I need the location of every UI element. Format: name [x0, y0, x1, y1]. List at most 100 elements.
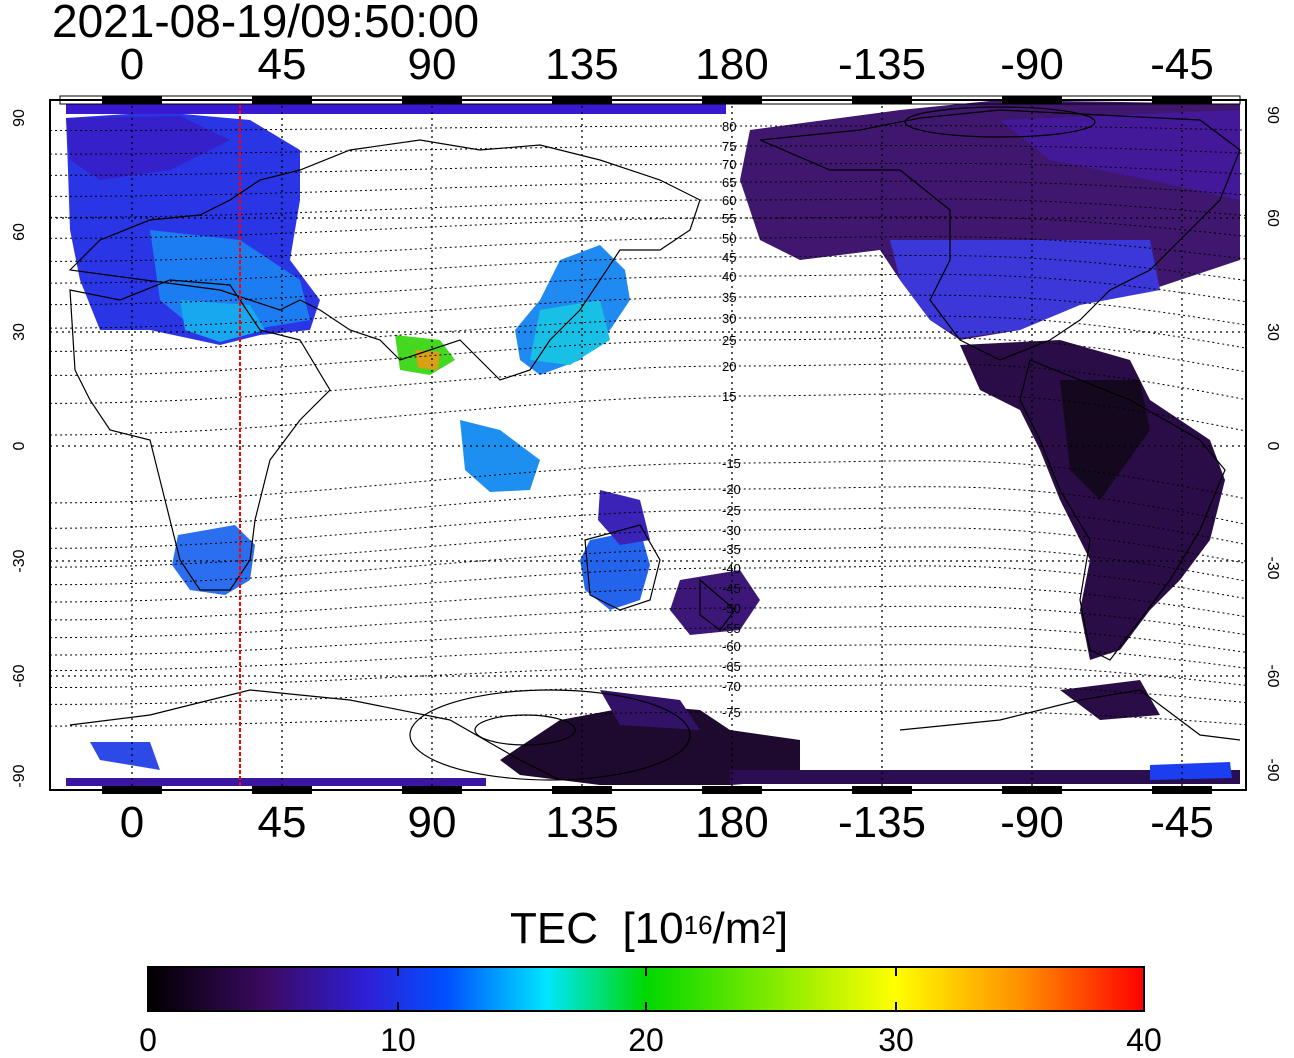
- magnetic-contour: [49, 625, 1247, 656]
- magnetic-latitude-label: -40: [722, 561, 741, 576]
- magnetic-latitude-label: 40: [722, 269, 736, 284]
- magnetic-latitude-label: -65: [722, 659, 741, 674]
- frame-tick-bar: [1002, 96, 1062, 104]
- magnetic-latitude-label: 20: [722, 359, 736, 374]
- magnetic-contour: [49, 363, 1247, 404]
- frame-tick-bar: [402, 786, 462, 794]
- magnetic-latitude-label: 60: [722, 193, 736, 208]
- x-tick-top: -135: [837, 40, 927, 89]
- x-tick-bottom: 135: [545, 798, 619, 847]
- frame-tick-bar: [1152, 786, 1212, 794]
- x-tick-bottom: 180: [695, 798, 769, 847]
- x-tick-top: -45: [1150, 40, 1214, 89]
- colorbar-title: TEC [1016/m2]: [510, 904, 788, 954]
- y-tick-left: 30: [11, 323, 28, 341]
- magnetic-contour: [49, 486, 1247, 529]
- x-tick-bottom: -45: [1150, 798, 1214, 847]
- x-tick-top: 90: [407, 40, 457, 89]
- magnetic-latitude-label: 15: [722, 389, 736, 404]
- magnetic-latitude-label: -60: [722, 639, 741, 654]
- magnetic-latitude-label: -15: [722, 456, 741, 471]
- frame-tick-bar: [102, 786, 162, 794]
- colorbar-tick-label: 40: [1126, 1022, 1162, 1058]
- magnetic-contour: [49, 664, 1247, 689]
- magnetic-latitude-label: 55: [722, 211, 736, 226]
- tec-data-patches: [66, 100, 1240, 786]
- magnetic-latitude-label: -75: [722, 705, 741, 720]
- y-tick-right: -60: [1264, 664, 1281, 688]
- x-tick-bottom: -135: [837, 798, 927, 847]
- magnetic-contour: [49, 527, 1247, 568]
- x-tick-top: 135: [545, 40, 619, 89]
- magnetic-latitude-label: 30: [722, 311, 736, 326]
- y-tick-right: -30: [1264, 556, 1281, 580]
- y-tick-right: -90: [1264, 758, 1281, 782]
- magnetic-latitude-label: -70: [722, 679, 741, 694]
- map-frame: [49, 99, 1247, 791]
- y-tick-right: 30: [1264, 323, 1281, 341]
- x-tick-top: -90: [1000, 40, 1064, 89]
- frame-tick-bar: [102, 96, 162, 104]
- magnetic-latitude-label: -30: [722, 523, 741, 538]
- y-tick-left: 0: [11, 441, 28, 451]
- magnetic-latitude-label: 70: [722, 157, 736, 172]
- magnetic-contour: [49, 315, 1247, 352]
- magnetic-latitude-label: 80: [722, 119, 736, 134]
- y-tick-left: -90: [11, 764, 28, 788]
- magnetic-contour: [49, 507, 1247, 549]
- x-tick-top: 45: [257, 40, 307, 89]
- x-tick-bottom: 0: [119, 798, 145, 847]
- magnetic-contour: [49, 546, 1247, 586]
- y-tick-left: 90: [11, 109, 28, 127]
- magnetic-contour: [49, 460, 1247, 504]
- colorbar-tick-label: 20: [628, 1022, 664, 1058]
- y-tick-left: 60: [11, 223, 28, 241]
- colorbar-unit-suffix: ]: [775, 904, 789, 953]
- frame-tick-bar: [402, 96, 462, 104]
- y-tick-right: 60: [1264, 209, 1281, 227]
- frame-tick-bar: [252, 786, 312, 794]
- colorbar-ticks: [397, 967, 897, 1011]
- frame-tick-bar: [702, 96, 762, 104]
- magnetic-latitude-label: -35: [722, 542, 741, 557]
- x-tick-bottom: 90: [407, 798, 457, 847]
- magnetic-latitude-label: 50: [722, 231, 736, 246]
- x-tick-top: 180: [695, 40, 769, 89]
- frame-tick-bar: [552, 786, 612, 794]
- colorbar-tick-label: 10: [380, 1022, 416, 1058]
- magnetic-latitude-label: -55: [722, 621, 741, 636]
- magnetic-latitude-labels: 80 75 70 65 60 55 50 45 40 35 30 25 20 15 -15 -20 -25 -30…: [722, 119, 741, 720]
- timestamp-title: 2021-08-19/09:50:00: [52, 0, 480, 47]
- magnetic-latitude-label: 25: [722, 333, 736, 348]
- magnetic-latitude-label: 65: [722, 175, 736, 190]
- magnetic-latitude-label: 35: [722, 290, 736, 305]
- x-tick-bottom: 45: [257, 798, 307, 847]
- magnetic-contour: [49, 644, 1247, 672]
- frame-tick-bar: [1152, 96, 1212, 104]
- x-tick-top: 0: [119, 40, 145, 89]
- colorbar-unit-mid: /m: [712, 904, 762, 953]
- map-grid: [50, 100, 1246, 790]
- magnetic-latitude-label: 75: [722, 139, 736, 154]
- x-tick-bottom: -90: [1000, 798, 1064, 847]
- frame-tick-bar: [702, 786, 762, 794]
- y-tick-left: -60: [11, 664, 28, 688]
- colorbar-tick-label: 30: [878, 1022, 914, 1058]
- magnetic-contour: [49, 393, 1247, 436]
- magnetic-latitude-label: -50: [722, 601, 741, 616]
- frame-tick-bar: [552, 96, 612, 104]
- magnetic-latitude-label: -25: [722, 503, 741, 518]
- frame-tick-bar: [1002, 786, 1062, 794]
- y-tick-right: 0: [1264, 441, 1281, 451]
- frame-tick-bar: [852, 96, 912, 104]
- frame-tick-bar: [852, 786, 912, 794]
- magnetic-latitude-label: 45: [722, 250, 736, 265]
- magnetic-contour: [49, 565, 1247, 603]
- colorbar-unit-exp2: 2: [761, 910, 776, 940]
- y-tick-left: -30: [11, 549, 28, 573]
- magnetic-latitude-label: -45: [722, 581, 741, 596]
- coastlines: [68, 106, 1241, 781]
- colorbar-unit-exp: 16: [683, 910, 713, 940]
- frame-tick-bar: [252, 96, 312, 104]
